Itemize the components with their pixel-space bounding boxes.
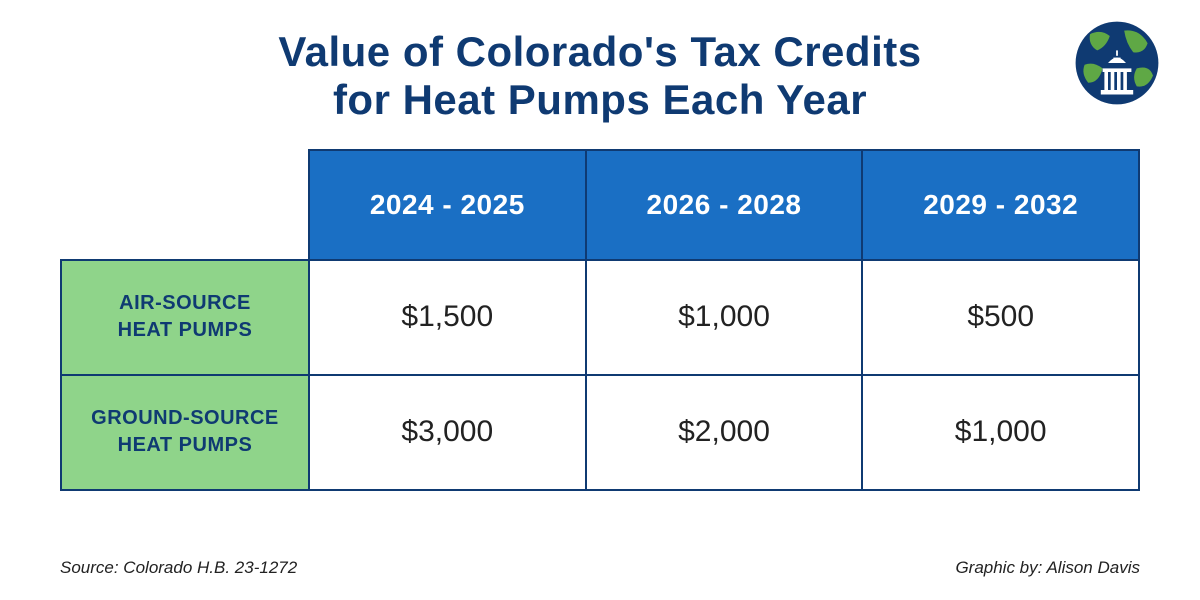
source-text: Source: Colorado H.B. 23-1272 bbox=[60, 558, 297, 578]
title-line-1: Value of Colorado's Tax Credits bbox=[278, 28, 921, 75]
col-header: 2024 - 2025 bbox=[309, 150, 586, 260]
col-header: 2026 - 2028 bbox=[586, 150, 863, 260]
credits-table-container: 2024 - 2025 2026 - 2028 2029 - 2032 AIR-… bbox=[60, 149, 1140, 491]
credits-table: 2024 - 2025 2026 - 2028 2029 - 2032 AIR-… bbox=[60, 149, 1140, 491]
globe-capitol-logo-icon bbox=[1072, 18, 1162, 108]
credit-text: Graphic by: Alison Davis bbox=[955, 558, 1140, 578]
row-header-label: GROUND-SOURCE bbox=[91, 407, 279, 429]
data-cell: $500 bbox=[862, 260, 1139, 375]
table-row: AIR-SOURCE HEAT PUMPS $1,500 $1,000 $500 bbox=[61, 260, 1139, 375]
row-header-ground-source: GROUND-SOURCE HEAT PUMPS bbox=[61, 375, 309, 490]
data-cell: $1,000 bbox=[862, 375, 1139, 490]
row-header-label: HEAT PUMPS bbox=[118, 434, 253, 456]
footer: Source: Colorado H.B. 23-1272 Graphic by… bbox=[60, 558, 1140, 578]
row-header-label: HEAT PUMPS bbox=[118, 319, 253, 341]
data-cell: $2,000 bbox=[586, 375, 863, 490]
table-header-row: 2024 - 2025 2026 - 2028 2029 - 2032 bbox=[61, 150, 1139, 260]
row-header-air-source: AIR-SOURCE HEAT PUMPS bbox=[61, 260, 309, 375]
data-cell: $1,000 bbox=[586, 260, 863, 375]
table-row: GROUND-SOURCE HEAT PUMPS $3,000 $2,000 $… bbox=[61, 375, 1139, 490]
corner-cell bbox=[61, 150, 309, 260]
row-header-label: AIR-SOURCE bbox=[119, 292, 251, 314]
data-cell: $3,000 bbox=[309, 375, 586, 490]
title-line-2: for Heat Pumps Each Year bbox=[333, 76, 867, 123]
page-title: Value of Colorado's Tax Credits for Heat… bbox=[0, 0, 1200, 125]
data-cell: $1,500 bbox=[309, 260, 586, 375]
col-header: 2029 - 2032 bbox=[862, 150, 1139, 260]
